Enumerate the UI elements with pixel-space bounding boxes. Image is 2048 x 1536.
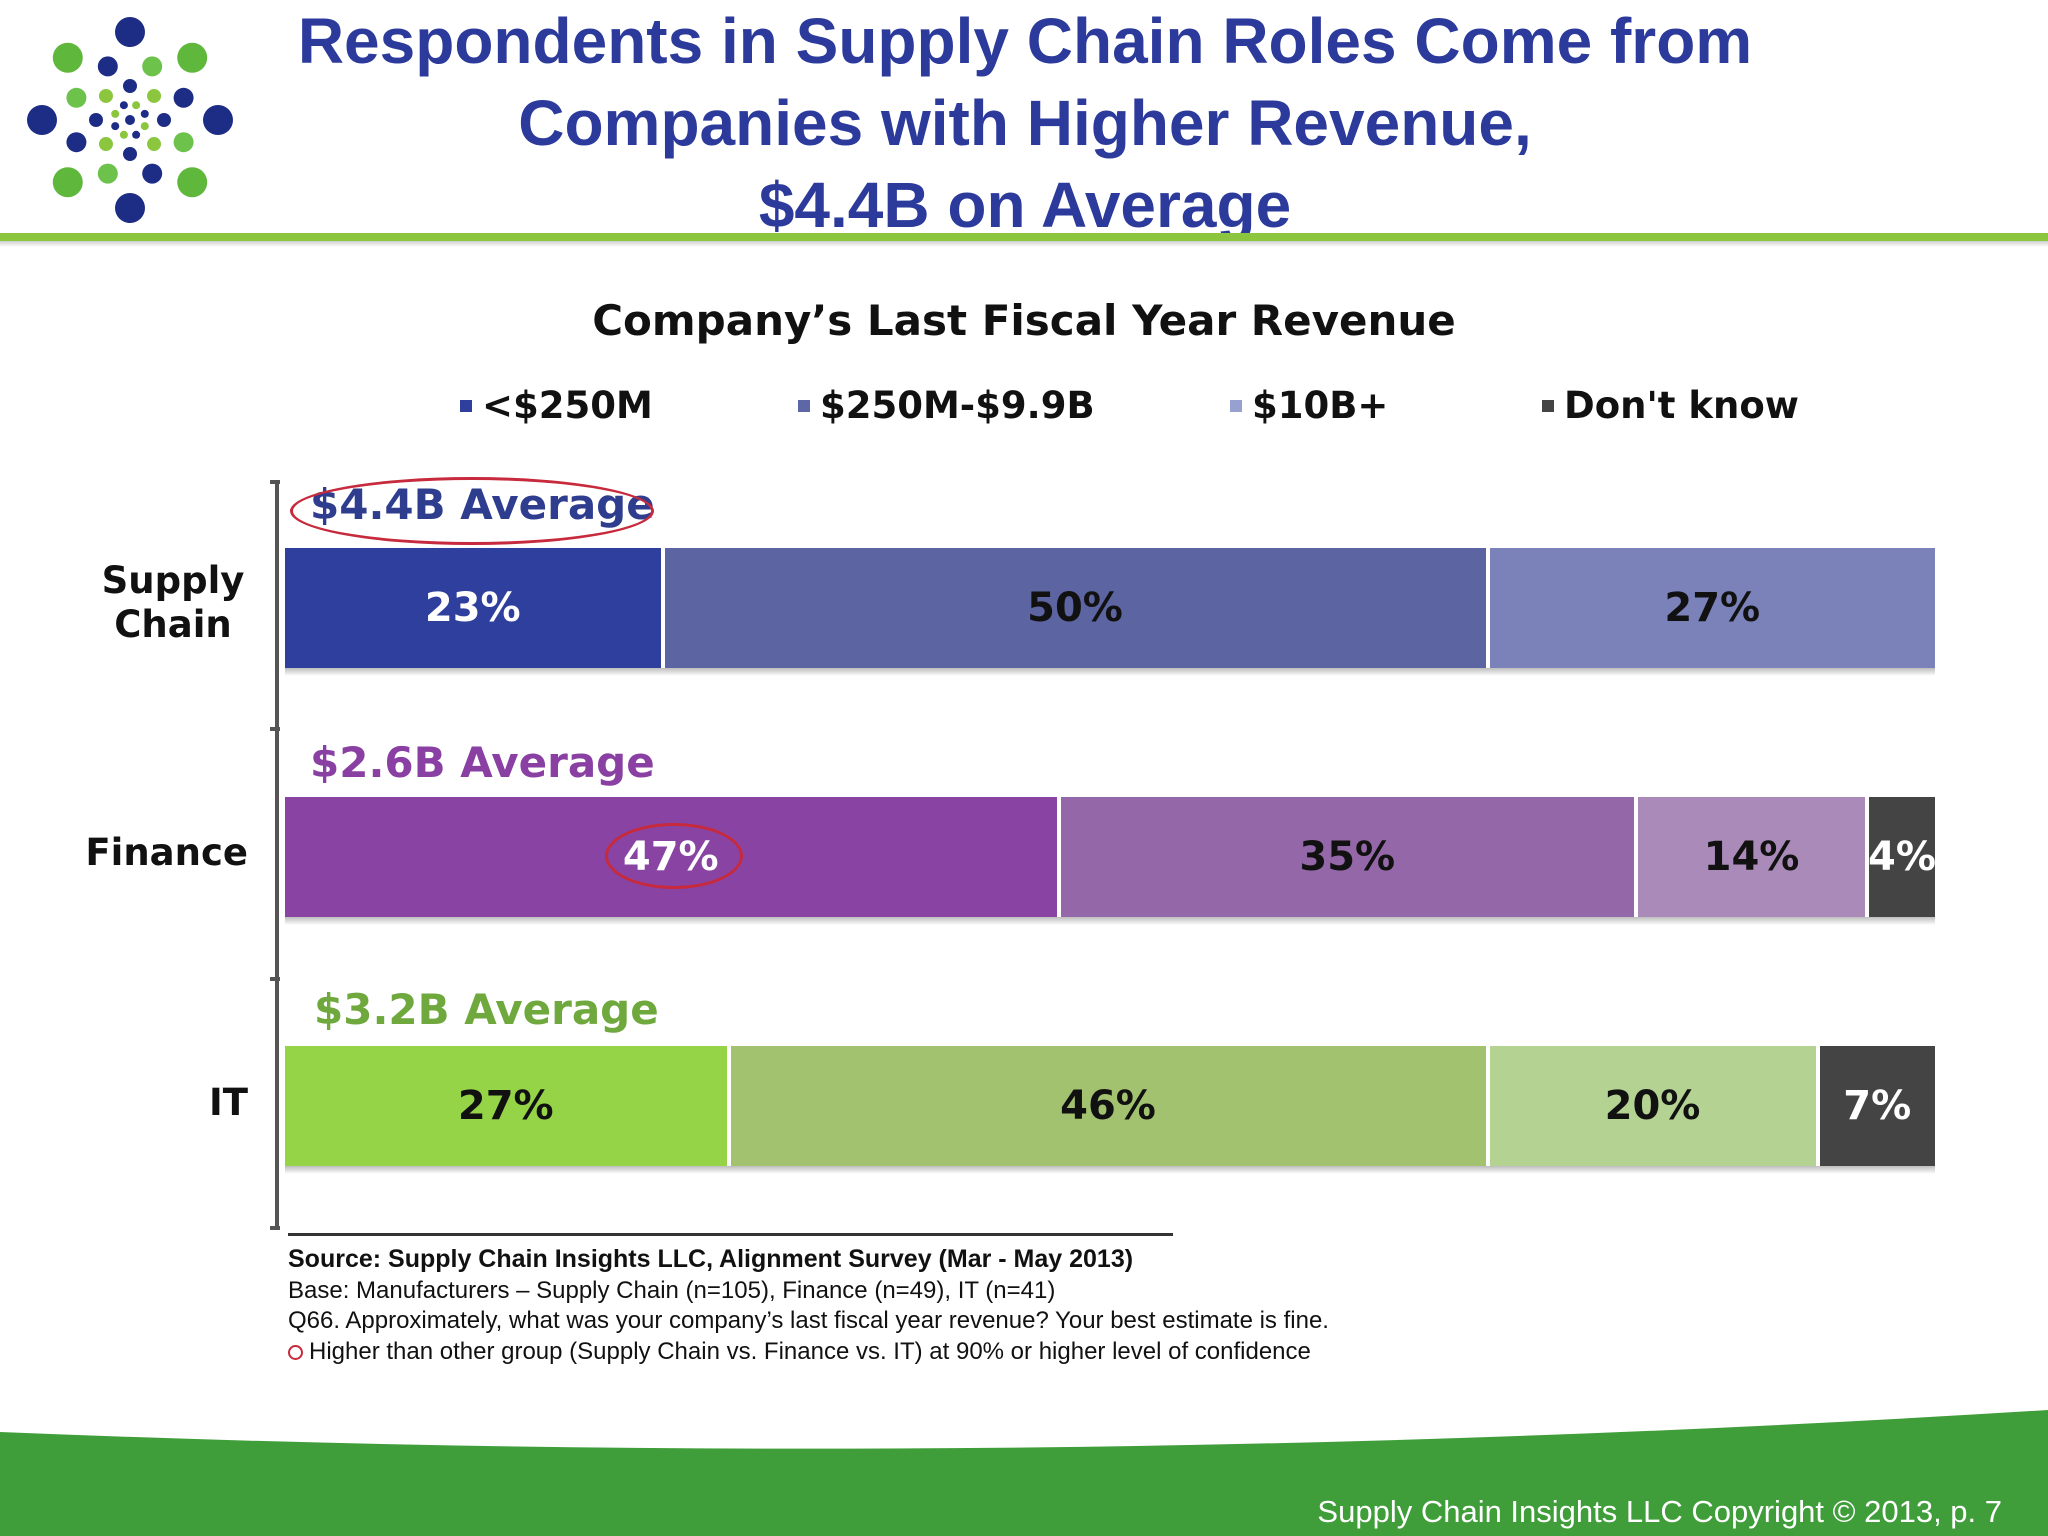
footer-wave bbox=[0, 1410, 2048, 1536]
axis-tick bbox=[270, 1226, 280, 1230]
legend-swatch bbox=[1542, 399, 1554, 412]
source-rule bbox=[288, 1233, 1173, 1236]
data-label: 50% bbox=[1027, 585, 1123, 631]
bar-segment-finance-10b-plus: 14% bbox=[1638, 797, 1869, 917]
logo-dot bbox=[177, 167, 208, 198]
logo-dot bbox=[132, 101, 141, 110]
logo-dot bbox=[173, 132, 194, 153]
category-label-supply-chain: Supply Chain bbox=[101, 559, 245, 646]
logo-dot bbox=[119, 101, 128, 110]
category-axis bbox=[275, 482, 279, 1229]
logo-dot bbox=[115, 17, 145, 47]
bar-segment-supply-chain-10b-plus: 27% bbox=[1489, 548, 1935, 668]
logo-dot bbox=[52, 42, 83, 73]
logo-dot bbox=[98, 88, 113, 103]
logo-dot bbox=[140, 122, 149, 131]
logo-dot bbox=[147, 137, 162, 152]
legend-item-under-250m: <$250M bbox=[460, 384, 653, 427]
title-line-1: Respondents in Supply Chain Roles Come f… bbox=[297, 5, 1753, 77]
logo bbox=[27, 17, 233, 223]
logo-dot bbox=[157, 113, 171, 127]
logo-dot bbox=[203, 105, 233, 135]
logo-dot bbox=[97, 163, 118, 184]
legend-swatch bbox=[798, 399, 810, 412]
logo-dots bbox=[27, 17, 233, 223]
source-note: Source: Supply Chain Insights LLC, Align… bbox=[288, 1245, 1134, 1273]
logo-dot bbox=[66, 132, 87, 153]
logo-dot bbox=[89, 113, 103, 127]
axis-tick bbox=[270, 977, 280, 981]
legend-label: $250M-$9.9B bbox=[820, 384, 1095, 427]
logo-dot bbox=[111, 122, 120, 131]
data-label: 27% bbox=[457, 1083, 554, 1129]
axis-tick bbox=[270, 480, 280, 484]
significance-note: Higher than other group (Supply Chain vs… bbox=[288, 1338, 1311, 1366]
logo-dot bbox=[147, 88, 162, 103]
logo-dot bbox=[140, 109, 149, 118]
bar-segment-it-250m-9-9b: 46% bbox=[730, 1046, 1490, 1166]
logo-dot bbox=[115, 193, 145, 223]
category-label-finance: Finance bbox=[85, 831, 248, 874]
slide-title: Respondents in Supply Chain Roles Come f… bbox=[240, 0, 1810, 246]
legend-item-dont-know: Don't know bbox=[1542, 384, 1799, 427]
data-label: 35% bbox=[1299, 834, 1396, 880]
data-label: 14% bbox=[1703, 834, 1800, 880]
highlight-ring-supply-chain-average bbox=[290, 477, 654, 545]
legend-item-250m-9-9b: $250M-$9.9B bbox=[798, 384, 1095, 427]
legend-label: Don't know bbox=[1564, 384, 1799, 427]
title-line-2: Companies with Higher Revenue, bbox=[518, 87, 1532, 159]
logo-dot bbox=[97, 56, 118, 77]
circle-marker-icon bbox=[288, 1345, 303, 1360]
bar-segment-supply-chain-under-250m: 23% bbox=[285, 548, 665, 668]
category-label-it: IT bbox=[208, 1081, 248, 1124]
bar-segment-it-10b-plus: 20% bbox=[1489, 1046, 1820, 1166]
average-label-finance: $2.6B Average bbox=[310, 738, 655, 787]
data-label: 20% bbox=[1604, 1083, 1701, 1129]
logo-dot bbox=[119, 130, 128, 139]
legend-label: $10B+ bbox=[1252, 384, 1389, 427]
legend-swatch bbox=[1230, 399, 1242, 412]
title-line-3: $4.4B on Average bbox=[758, 169, 1292, 241]
footer-copyright: Supply Chain Insights LLC Copyright © 20… bbox=[1317, 1494, 2002, 1529]
bar-segment-it-dont-know: 7% bbox=[1819, 1046, 1935, 1166]
logo-dot bbox=[125, 115, 135, 125]
logo-dot bbox=[177, 42, 208, 73]
data-label: 4% bbox=[1868, 834, 1936, 880]
bar-segment-it-under-250m: 27% bbox=[285, 1046, 731, 1166]
legend-swatch bbox=[460, 399, 472, 412]
question-note: Q66. Approximately, what was your compan… bbox=[288, 1307, 1329, 1334]
legend-label: <$250M bbox=[482, 384, 653, 427]
title-rule bbox=[0, 233, 2048, 241]
data-label: 7% bbox=[1843, 1083, 1912, 1129]
average-label-it: $3.2B Average bbox=[314, 985, 659, 1034]
title-rule-shadow bbox=[0, 241, 2048, 247]
bar-shadow bbox=[285, 917, 1935, 925]
logo-dot bbox=[27, 105, 57, 135]
logo-dot bbox=[173, 87, 194, 108]
legend-item-10b-plus: $10B+ bbox=[1230, 384, 1388, 427]
logo-dot bbox=[66, 87, 87, 108]
axis-tick bbox=[270, 727, 280, 731]
bar-segment-finance-250m-9-9b: 35% bbox=[1060, 797, 1638, 917]
logo-dot bbox=[132, 130, 141, 139]
logo-dot bbox=[111, 109, 120, 118]
logo-dot bbox=[98, 137, 113, 152]
logo-dot bbox=[123, 147, 137, 161]
footer-band bbox=[0, 1410, 2048, 1536]
logo-dot bbox=[123, 79, 137, 93]
logo-dot bbox=[52, 167, 83, 198]
data-label: 23% bbox=[424, 585, 521, 631]
logo-dot bbox=[142, 163, 163, 184]
bar-segment-supply-chain-250m-9-9b: 50% bbox=[664, 548, 1490, 668]
data-label: 27% bbox=[1664, 585, 1761, 631]
bar-segment-finance-dont-know: 4% bbox=[1868, 797, 1936, 917]
base-note: Base: Manufacturers – Supply Chain (n=10… bbox=[288, 1277, 1056, 1304]
logo-dot bbox=[142, 56, 163, 77]
bar-shadow bbox=[285, 1166, 1935, 1174]
data-label: 46% bbox=[1060, 1083, 1156, 1129]
chart-title: Company’s Last Fiscal Year Revenue bbox=[592, 296, 1456, 345]
highlight-ring-finance-47 bbox=[605, 823, 743, 889]
bar-shadow bbox=[285, 668, 1935, 676]
